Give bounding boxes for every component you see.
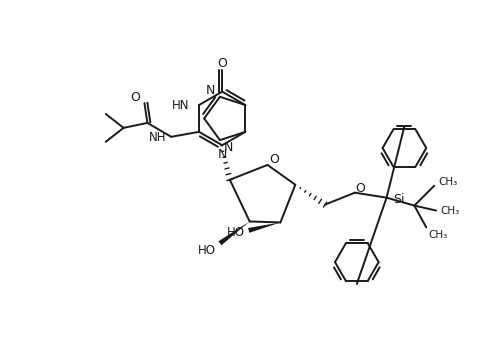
- Text: CH₃: CH₃: [428, 230, 448, 240]
- Text: HO: HO: [198, 244, 216, 257]
- Text: N: N: [217, 148, 227, 161]
- Text: NH: NH: [149, 131, 166, 144]
- Text: Si: Si: [394, 193, 405, 206]
- Text: CH₃: CH₃: [440, 206, 460, 215]
- Polygon shape: [218, 221, 249, 245]
- Text: N: N: [224, 141, 233, 153]
- Text: HO: HO: [227, 226, 245, 239]
- Text: N: N: [206, 84, 215, 97]
- Polygon shape: [248, 222, 280, 233]
- Text: O: O: [217, 57, 227, 70]
- Text: O: O: [130, 90, 141, 104]
- Text: O: O: [270, 153, 279, 166]
- Text: O: O: [355, 182, 365, 195]
- Text: HN: HN: [172, 98, 189, 112]
- Text: CH₃: CH₃: [438, 177, 458, 187]
